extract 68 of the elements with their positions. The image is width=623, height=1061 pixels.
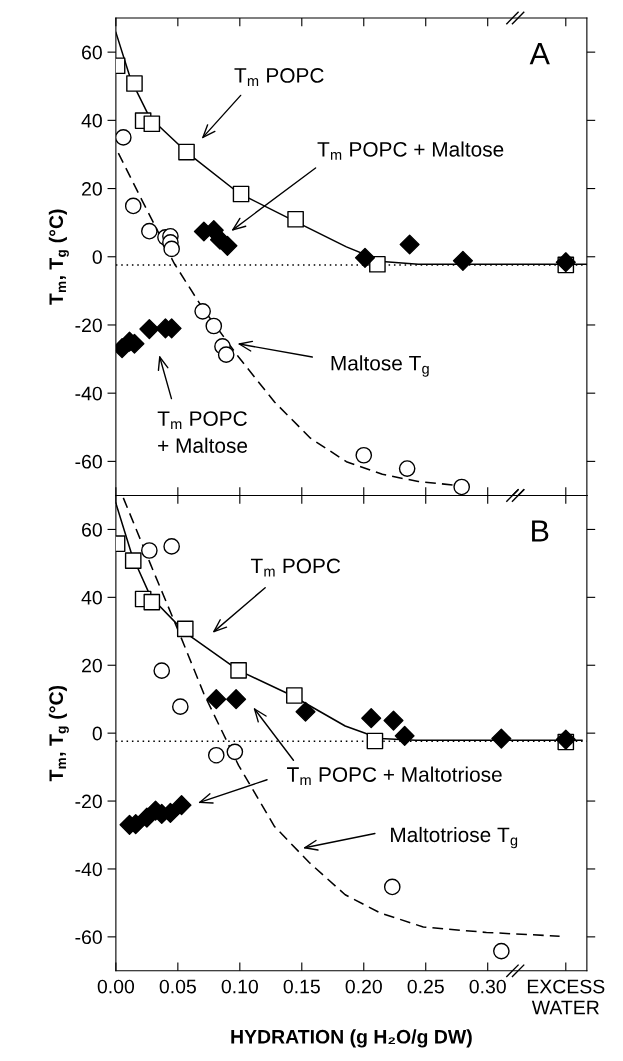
point — [171, 795, 192, 816]
point — [205, 317, 223, 335]
y-tick-label: -60 — [75, 930, 102, 945]
x-tick-label: 0.15 — [283, 979, 320, 994]
annotation: T$_{m}$ POPC + Maltotriose — [287, 766, 502, 785]
point — [383, 710, 404, 731]
point — [230, 662, 247, 679]
x-tick-label: 0.20 — [345, 979, 382, 994]
point — [143, 593, 161, 611]
point — [206, 689, 227, 710]
point — [139, 319, 160, 340]
point — [286, 687, 303, 704]
y-tick-label: 0 — [92, 250, 102, 264]
x-tick-label: 0.10 — [221, 979, 258, 994]
y-tick-label: -20 — [75, 794, 102, 809]
y-tick-label: -40 — [75, 862, 102, 877]
x-tick-label: 0.25 — [407, 979, 444, 994]
point — [361, 708, 382, 729]
point — [163, 538, 180, 555]
point — [217, 346, 235, 363]
text: B — [532, 520, 549, 542]
y-tick-label: 20 — [82, 182, 102, 196]
point — [295, 701, 316, 722]
text: A — [529, 43, 550, 65]
x-axis-title: HYDRATION (g H₂O/g DW) — [231, 1029, 472, 1048]
y-tick-label: 60 — [82, 45, 102, 60]
point — [178, 143, 195, 161]
point — [124, 197, 142, 215]
point — [453, 478, 471, 496]
y-tick-label: 20 — [82, 658, 102, 673]
x-tick-label: 0.05 — [159, 979, 196, 994]
y-axis-title: T$_{m}$, T$_{g}$ (°C) — [48, 209, 69, 305]
y-tick-label: -60 — [75, 454, 102, 469]
annotation: T$_{m}$ POPC — [250, 558, 341, 577]
point — [287, 210, 304, 228]
point — [226, 689, 247, 710]
point — [369, 255, 386, 273]
point — [394, 725, 415, 746]
x-tick-label: 0.30 — [469, 979, 506, 994]
y-tick-label: 0 — [92, 726, 102, 741]
point — [354, 247, 376, 268]
point — [141, 542, 158, 559]
x-tick-label: EXCESS WATER — [527, 979, 605, 1015]
annotation: T$_{m}$ POPC — [234, 68, 324, 86]
point — [126, 75, 143, 92]
annotation: Maltose T$_{g}$ — [331, 355, 429, 377]
point — [366, 732, 384, 750]
point — [176, 620, 194, 638]
y-tick-label: 40 — [81, 590, 102, 605]
y-tick-label: -40 — [75, 386, 102, 401]
point — [491, 728, 512, 749]
annotation: Maltotriose T$_{g}$ — [391, 826, 518, 849]
point — [194, 302, 211, 320]
y-tick-label: 60 — [82, 522, 102, 537]
x-tick-label: 0.00 — [97, 979, 135, 994]
point — [399, 234, 420, 255]
point — [232, 185, 250, 203]
y-axis-title: T$_{m}$, T$_{g}$ (°C) — [48, 685, 69, 782]
point — [217, 235, 238, 256]
annotation: T$_{m}$ POPC + Maltose — [157, 411, 248, 453]
point — [143, 115, 161, 133]
y-tick-label: -20 — [75, 318, 102, 333]
point — [226, 743, 244, 761]
point — [163, 240, 180, 258]
annotation: T$_{m}$ POPC + Maltose — [317, 141, 504, 160]
point — [452, 250, 473, 271]
y-tick-label: 40 — [81, 113, 102, 128]
point — [124, 552, 142, 570]
